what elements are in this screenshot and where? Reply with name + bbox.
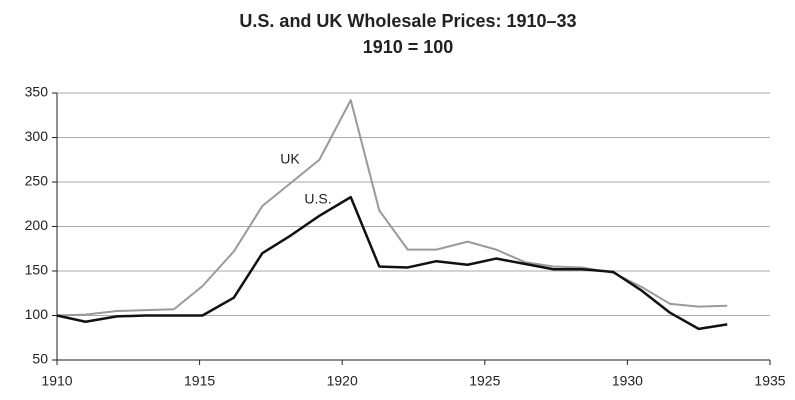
x-tick-label: 1935 [754,373,785,389]
series-label: UK [280,151,300,167]
y-tick-label: 50 [32,351,48,367]
y-tick-label: 200 [25,217,49,233]
series-line [56,99,728,317]
chart-subtitle: 1910 = 100 [363,37,454,57]
series-label: U.S. [304,191,331,207]
chart-title: U.S. and UK Wholesale Prices: 1910–33 [239,11,576,31]
series-line [56,195,728,331]
y-tick-label: 250 [25,173,49,189]
x-tick-label: 1910 [41,373,72,389]
x-tick-label: 1925 [469,373,500,389]
x-tick-label: 1920 [327,373,358,389]
x-tick-label: 1930 [612,373,643,389]
y-tick-label: 100 [25,306,49,322]
y-tick-label: 150 [25,262,49,278]
x-tick-label: 1915 [184,373,215,389]
y-tick-label: 350 [25,84,49,100]
y-tick-label: 300 [25,128,49,144]
